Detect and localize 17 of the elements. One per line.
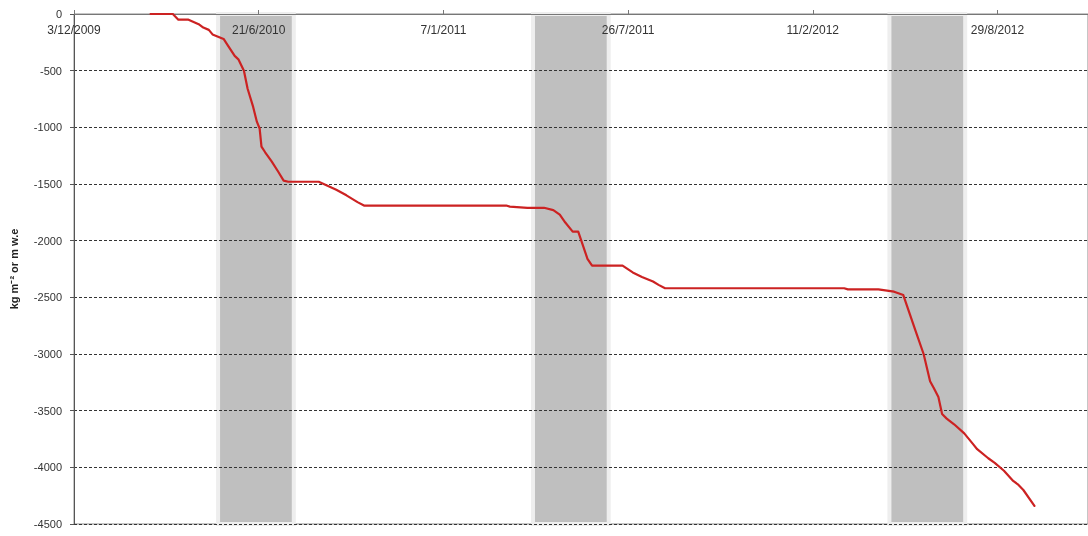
line-series <box>149 12 1036 507</box>
x-tick-label: 11/2/2012 <box>786 23 840 37</box>
y-tick-label: -1500 <box>33 178 62 190</box>
y-tick-label: -4500 <box>33 518 62 530</box>
y-tick-label: -3000 <box>33 348 62 360</box>
y-tick-label: -2500 <box>33 291 62 304</box>
x-tick-label: 29/8/2012 <box>970 23 1025 37</box>
x-tick-label: 26/7/2011 <box>601 23 655 37</box>
y-tick-label: -2000 <box>33 234 62 247</box>
x-tick-label: 7/1/2011 <box>420 23 467 37</box>
y-tick-label: 0 <box>55 8 62 20</box>
y-axis-title: kg m⁻² or m w.e <box>7 228 20 310</box>
y-tick-label: -3500 <box>33 404 62 417</box>
y-tick-label: -500 <box>39 64 62 77</box>
y-tick-label: -1000 <box>33 121 62 134</box>
y-tick-label: -4000 <box>33 461 62 474</box>
x-tick-label: 21/6/2010 <box>232 23 286 37</box>
